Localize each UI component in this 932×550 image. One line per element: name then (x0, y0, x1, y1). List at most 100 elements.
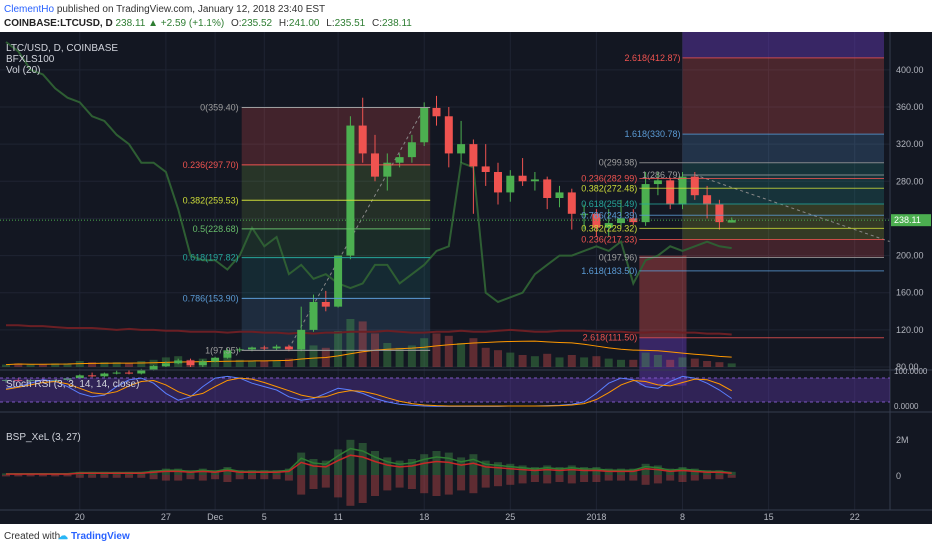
candle (358, 125, 367, 154)
volume-bar (518, 355, 527, 367)
volume-bar (309, 345, 318, 367)
close-value: 238.11 (115, 18, 146, 29)
fib-zone (241, 164, 431, 201)
candle (26, 380, 35, 382)
bsp-bar (432, 451, 441, 475)
volume-bar (63, 363, 72, 367)
candle (235, 349, 244, 351)
candle (641, 184, 650, 223)
price-tick: 120.00 (896, 325, 924, 335)
volume-bar (703, 361, 712, 367)
bsp-bar (63, 475, 72, 477)
low-value: 235.51 (334, 18, 366, 29)
candle (284, 346, 293, 350)
bsp-bar (457, 475, 466, 491)
stoch-band (0, 378, 890, 402)
candle (592, 213, 601, 228)
publish-line: ClementHo published on TradingView.com, … (4, 4, 325, 15)
bsp-bar (346, 439, 355, 475)
bsp-bar (530, 475, 539, 482)
bsp-legend: BSP_XeL (3, 27) (6, 432, 81, 443)
bsp-bar (629, 475, 638, 481)
bsp-bar (125, 475, 133, 478)
tradingview-logo[interactable]: ☁ TradingView (58, 531, 130, 542)
fib-levels: 0(359.40) 0.236(297.70) 0.382(259.53) 0.5(2… (183, 53, 884, 355)
bsp-bar (407, 475, 416, 489)
bsp-bar (14, 475, 23, 477)
candle (567, 192, 576, 214)
bsp-bar (371, 451, 379, 475)
bsp-bar (494, 475, 502, 487)
volume-bar (666, 359, 675, 367)
bsp-bar (100, 475, 109, 478)
bsp-bar (506, 475, 515, 485)
bsp-bar (297, 475, 306, 495)
bsp-bar (617, 475, 625, 481)
volume-bar (555, 357, 564, 367)
candle (555, 192, 564, 198)
bsp-bar (543, 475, 552, 484)
volume-bar (125, 363, 133, 367)
volume-bar (2, 364, 10, 367)
bsp-tick: 2M (896, 435, 909, 445)
fib-label: 0.786(153.90) (183, 293, 239, 303)
stoch-rsi-panel: 100.0000 0.0000 (0, 367, 932, 411)
fib-label: 0.236(217.33) (581, 234, 637, 244)
bsp-buy-line (6, 447, 732, 475)
fib-label: 1(286.79) (642, 170, 681, 180)
fib-label: 1.618(183.50) (581, 266, 637, 276)
bsp-bar (604, 475, 613, 481)
open-value: 235.52 (241, 18, 273, 29)
bsp-bar (149, 475, 158, 480)
bsp-bar (383, 457, 392, 475)
time-tick: 27 (161, 512, 171, 522)
candle (63, 378, 72, 381)
time-axis: 20 27 Dec 5 11 18 25 2018 8 15 22 (0, 509, 932, 522)
volume-bar (383, 343, 392, 367)
bsp-bar (334, 449, 343, 475)
bsp-bar (309, 475, 318, 489)
candle (518, 175, 527, 182)
candle (112, 372, 121, 374)
candle (198, 361, 207, 366)
candles (2, 95, 736, 383)
bfxls100-line (5, 41, 732, 304)
volume-ma-line (5, 340, 732, 366)
candle (346, 125, 355, 256)
fib-zone (639, 255, 687, 338)
price-axis: 400.00360.00320.00280.00240.00200.00160.… (0, 32, 932, 510)
candle (100, 373, 109, 377)
candle (75, 375, 84, 379)
bsp-bar (321, 460, 330, 475)
author-link[interactable]: ClementHo (4, 4, 55, 15)
symbol-label: COINBASE:LTCUSD, D (4, 18, 113, 29)
volume-bars (2, 319, 736, 367)
volume-bar (211, 359, 220, 367)
chart-area[interactable]: 0(359.40) 0.236(297.70) 0.382(259.53) 0.5(2… (0, 25, 932, 524)
candle (420, 107, 429, 143)
volume-bar (567, 355, 576, 367)
bsp-bar (641, 475, 650, 485)
chart-svg[interactable]: 0(359.40) 0.236(297.70) 0.382(259.53) 0.5(2… (0, 25, 932, 524)
bsp-bar (383, 475, 392, 491)
volume-bar (272, 361, 281, 367)
bsp-bar (444, 452, 453, 475)
candle (666, 180, 675, 205)
bsp-bar (2, 475, 10, 477)
volume-bar (88, 362, 97, 367)
price-tick: 320.00 (896, 139, 924, 149)
bsp-bar (469, 454, 478, 475)
stoch-tick: 100.0000 (894, 367, 928, 376)
candle (125, 372, 133, 374)
bsp-bar (395, 460, 404, 475)
bsp-bar (112, 475, 121, 478)
bsp-bar (309, 459, 318, 475)
legend-indicator-2: Vol (20) (6, 65, 41, 76)
footer: Created with ☁ TradingView (0, 524, 932, 550)
volume-bar (149, 359, 158, 367)
fib-zone (682, 133, 884, 163)
bsp-bar (358, 443, 367, 475)
candle (272, 346, 281, 349)
bsp-sell-line (6, 454, 732, 475)
